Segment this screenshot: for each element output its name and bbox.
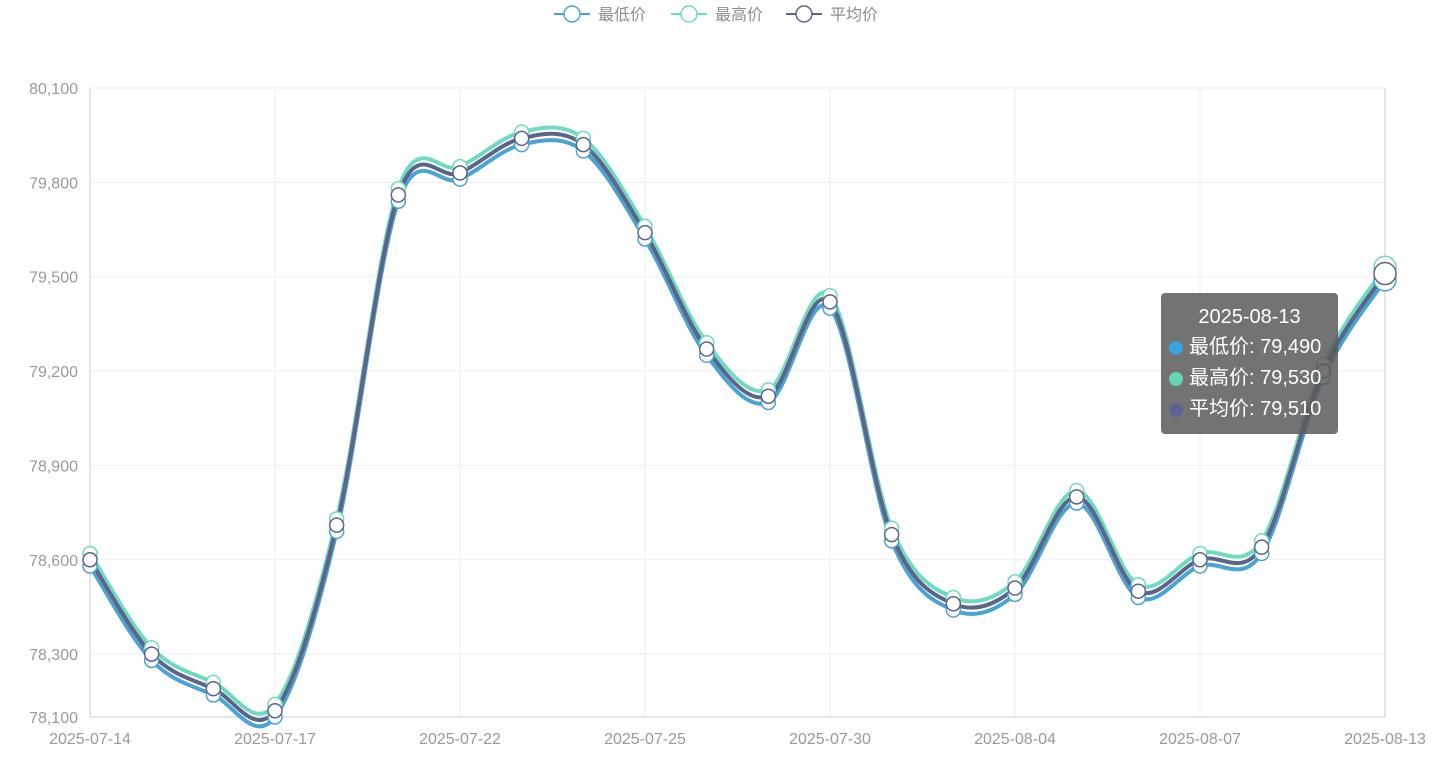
tooltip-label-low: 最低价: 79,490 bbox=[1189, 336, 1322, 358]
legend-label-high[interactable]: 最高价 bbox=[715, 6, 763, 24]
x-tick-label: 2025-07-22 bbox=[419, 731, 501, 748]
x-tick-label: 2025-07-25 bbox=[604, 731, 686, 748]
series-lines bbox=[88, 125, 1387, 729]
legend-label-low[interactable]: 最低价 bbox=[598, 6, 646, 24]
data-point-avg[interactable] bbox=[760, 388, 777, 404]
data-point-avg[interactable] bbox=[883, 526, 900, 543]
data-point-avg[interactable] bbox=[267, 702, 283, 719]
tooltip-row-avg: 平均价: 79,510 bbox=[1169, 394, 1330, 425]
tooltip-row-low: 最低价: 79,490 bbox=[1169, 332, 1330, 363]
y-tick-label: 79,800 bbox=[29, 175, 78, 192]
tooltip-label-avg: 平均价: 79,510 bbox=[1189, 398, 1322, 420]
tooltip: 2025-08-13 最低价: 79,490 最高价: 79,530 平均价: … bbox=[1161, 293, 1338, 434]
data-point-avg[interactable] bbox=[82, 552, 98, 568]
series-line-avg bbox=[88, 131, 1387, 723]
legend-marker-low[interactable] bbox=[563, 5, 581, 23]
data-point-avg[interactable] bbox=[575, 136, 592, 153]
data-point-avg[interactable] bbox=[1068, 489, 1085, 505]
tooltip-title: 2025-08-13 bbox=[1198, 306, 1301, 328]
x-tick-label: 2025-07-17 bbox=[234, 731, 316, 748]
data-point-avg[interactable] bbox=[390, 187, 407, 203]
tooltip-dot-avg bbox=[1169, 402, 1183, 417]
data-point-avg[interactable] bbox=[1253, 539, 1270, 555]
series-points bbox=[82, 124, 1397, 725]
y-tick-label: 80,100 bbox=[29, 81, 78, 98]
data-point-avg[interactable] bbox=[205, 680, 222, 697]
data-point-avg[interactable] bbox=[698, 341, 715, 357]
y-tick-label: 78,900 bbox=[29, 458, 78, 475]
data-point-avg[interactable] bbox=[1373, 261, 1397, 286]
tooltip-dot-low bbox=[1169, 340, 1183, 355]
x-tick-label: 2025-07-30 bbox=[789, 731, 871, 748]
x-tick-label: 2025-08-07 bbox=[1159, 731, 1241, 748]
x-tick-label: 2025-08-04 bbox=[974, 731, 1056, 748]
data-point-avg[interactable] bbox=[637, 224, 653, 241]
y-tick-label: 78,600 bbox=[29, 553, 78, 570]
axes: 78,100 78,300 78,600 78,900 79,200 79,500 79,8… bbox=[29, 81, 1426, 748]
tooltip-row-high: 最高价: 79,530 bbox=[1169, 363, 1330, 394]
data-point-avg[interactable] bbox=[822, 294, 838, 310]
data-point-avg[interactable] bbox=[1192, 552, 1208, 568]
tooltip-dot-high bbox=[1169, 371, 1183, 386]
x-tick-label: 2025-08-13 bbox=[1344, 731, 1426, 748]
legend-label-avg[interactable]: 平均价 bbox=[830, 6, 878, 24]
y-tick-label: 78,300 bbox=[29, 647, 78, 664]
y-tick-label: 78,100 bbox=[29, 710, 78, 727]
data-point-avg[interactable] bbox=[452, 165, 468, 181]
data-point-avg[interactable] bbox=[945, 596, 962, 612]
y-tick-label: 79,200 bbox=[29, 364, 78, 381]
grid bbox=[89, 87, 1386, 718]
data-point-avg[interactable] bbox=[328, 517, 345, 533]
legend-marker-high[interactable] bbox=[680, 5, 698, 23]
legend-marker-avg[interactable] bbox=[795, 5, 813, 23]
data-point-avg[interactable] bbox=[143, 646, 160, 662]
data-point-avg[interactable] bbox=[513, 130, 530, 147]
x-tick-label: 2025-07-14 bbox=[49, 731, 131, 748]
legend[interactable]: 最低价 最高价 平均价 bbox=[554, 5, 878, 24]
y-tick-label: 79,500 bbox=[29, 270, 78, 287]
tooltip-label-high: 最高价: 79,530 bbox=[1189, 367, 1322, 389]
data-point-avg[interactable] bbox=[1007, 580, 1023, 596]
data-point-avg[interactable] bbox=[1130, 583, 1147, 599]
